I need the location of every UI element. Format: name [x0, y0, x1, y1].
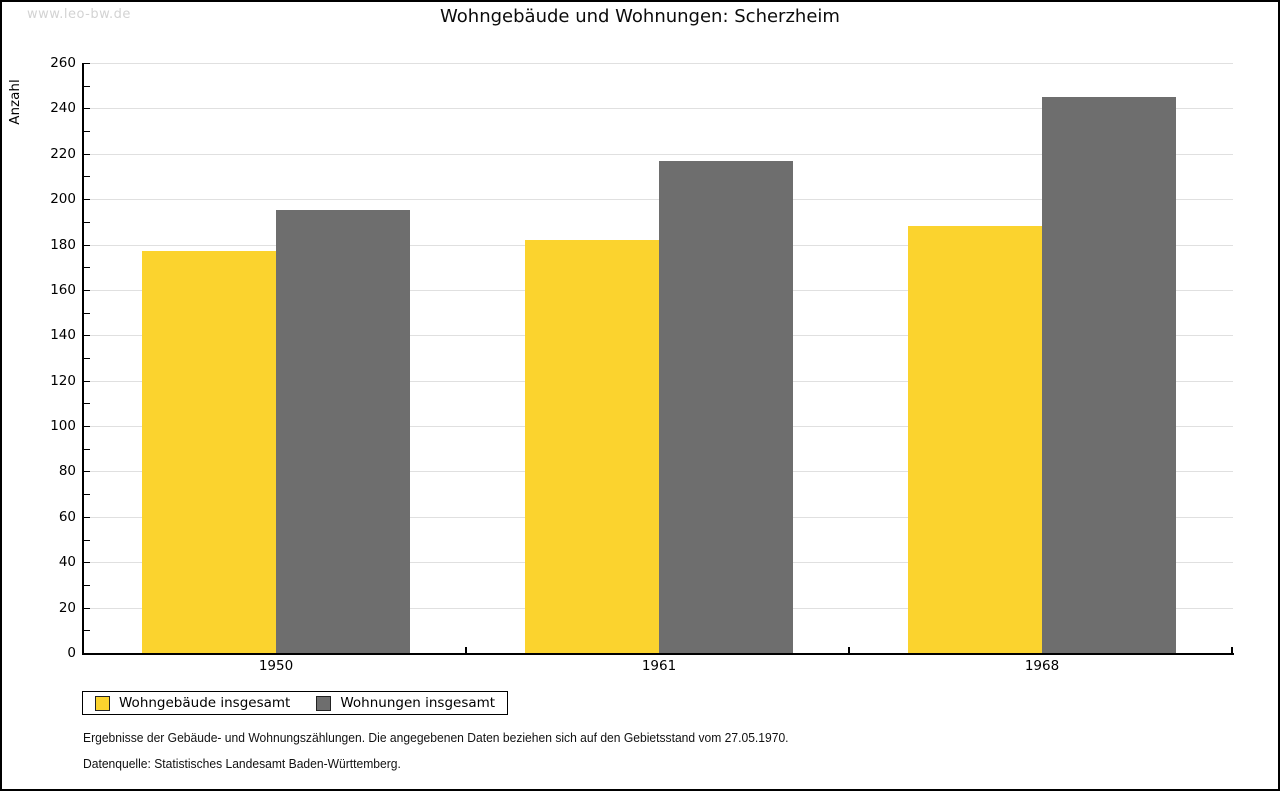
y-tick [84, 584, 90, 586]
legend: Wohngebäude insgesamt Wohnungen insgesamt [82, 691, 509, 715]
y-tick-label: 100 [50, 418, 76, 435]
y-tick [84, 221, 90, 223]
x-tick-label: 1950 [258, 658, 294, 674]
gridline [84, 199, 1233, 201]
y-tick [84, 403, 90, 405]
x-axis-boundary-tick [848, 647, 850, 653]
gridline [84, 63, 1233, 64]
y-tick-label: 40 [58, 554, 76, 571]
y-tick-label: 220 [50, 145, 76, 162]
bar-1961-series2 [659, 161, 793, 653]
legend-swatch-series1 [95, 695, 110, 711]
legend-item: Wohngebäude insgesamt [95, 695, 290, 711]
y-tick-label: 240 [50, 100, 76, 117]
y-tick [84, 471, 90, 473]
y-tick-label: 60 [58, 508, 76, 525]
x-tick-label: 1968 [1024, 658, 1060, 674]
y-tick-label: 20 [58, 599, 76, 616]
y-tick [84, 630, 90, 632]
y-tick [84, 539, 90, 541]
y-tick [84, 176, 90, 178]
y-tick-label: 260 [50, 55, 76, 71]
y-tick-label: 120 [50, 372, 76, 389]
y-tick [84, 108, 90, 110]
legend-label: Wohnungen insgesamt [340, 695, 496, 711]
y-tick [84, 199, 90, 201]
chart-title: Wohngebäude und Wohnungen: Scherzheim [440, 6, 840, 27]
y-tick [84, 494, 90, 496]
y-tick [84, 289, 90, 291]
y-tick-label: 160 [50, 281, 76, 298]
footer-note: Ergebnisse der Gebäude- und Wohnungszähl… [83, 730, 789, 745]
gridline [84, 153, 1233, 155]
y-axis-line [82, 63, 84, 655]
y-tick-label: 80 [58, 463, 76, 480]
y-tick [84, 312, 90, 314]
x-axis-boundary-tick [1231, 647, 1233, 653]
y-tick [84, 85, 90, 87]
y-tick [84, 335, 90, 337]
y-tick [84, 380, 90, 382]
y-tick [84, 426, 90, 428]
bar-1961-series1 [525, 240, 659, 653]
y-tick [84, 63, 90, 64]
y-tick-label: 140 [50, 327, 76, 344]
bar-1950-series2 [276, 210, 410, 653]
watermark: www.leo-bw.de [27, 7, 131, 22]
plot-area [84, 63, 1233, 653]
x-axis-line [82, 653, 1234, 655]
y-tick-label: 200 [50, 191, 76, 208]
y-tick [84, 516, 90, 518]
y-tick-label: 0 [67, 645, 76, 661]
bar-1950-series1 [142, 251, 276, 653]
y-tick-label: 180 [50, 236, 76, 253]
y-tick [84, 448, 90, 450]
legend-item: Wohnungen insgesamt [316, 695, 495, 711]
x-tick-label: 1961 [641, 658, 677, 674]
y-tick [84, 131, 90, 133]
legend-swatch-series2 [316, 695, 332, 711]
y-tick [84, 562, 90, 564]
x-axis-boundary-tick [465, 647, 467, 653]
y-tick [84, 358, 90, 359]
legend-label: Wohngebäude insgesamt [119, 695, 291, 711]
bar-1968-series1 [908, 226, 1042, 653]
footer-source: Datenquelle: Statistisches Landesamt Bad… [83, 756, 401, 771]
y-tick [84, 607, 90, 609]
bar-1968-series2 [1042, 97, 1176, 653]
gridline [84, 108, 1233, 110]
y-tick [84, 244, 90, 246]
y-tick [84, 267, 90, 269]
y-tick [84, 153, 90, 155]
